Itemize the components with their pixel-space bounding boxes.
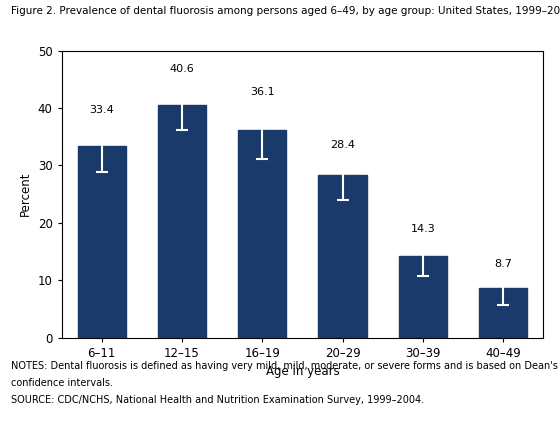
Bar — [158, 105, 206, 338]
Y-axis label: Percent: Percent — [19, 172, 32, 216]
Bar — [479, 288, 527, 338]
Text: 33.4: 33.4 — [90, 106, 114, 116]
Text: SOURCE: CDC/NCHS, National Health and Nutrition Examination Survey, 1999–2004.: SOURCE: CDC/NCHS, National Health and Nu… — [11, 395, 424, 405]
Text: 8.7: 8.7 — [494, 259, 512, 269]
Bar — [238, 130, 286, 338]
Text: 28.4: 28.4 — [330, 140, 355, 150]
Text: 14.3: 14.3 — [410, 224, 435, 234]
Bar — [399, 256, 447, 338]
Text: Figure 2. Prevalence of dental fluorosis among persons aged 6–49, by age group: : Figure 2. Prevalence of dental fluorosis… — [11, 6, 560, 16]
Text: confidence intervals.: confidence intervals. — [11, 378, 113, 388]
Bar — [78, 146, 126, 338]
Text: 36.1: 36.1 — [250, 87, 274, 97]
Text: NOTES: Dental fluorosis is defined as having very mild, mild, moderate, or sever: NOTES: Dental fluorosis is defined as ha… — [11, 361, 560, 371]
X-axis label: Age in years: Age in years — [265, 365, 339, 378]
Text: 40.6: 40.6 — [170, 64, 194, 74]
Bar — [319, 175, 367, 338]
